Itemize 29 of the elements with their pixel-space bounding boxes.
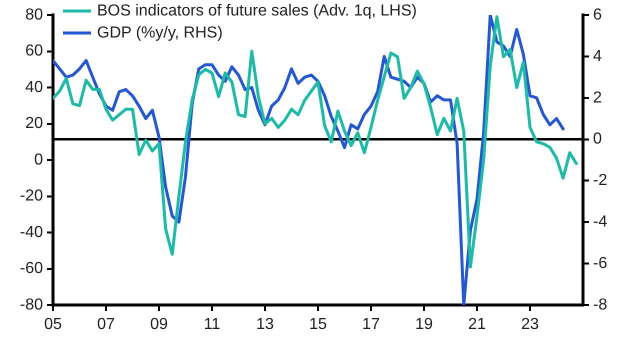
y2-tick-label: -2 [593, 172, 608, 190]
y-tick-label: -80 [20, 296, 44, 314]
y2-tick-label: -8 [593, 296, 608, 314]
legend-label: GDP (%y/y, RHS) [97, 24, 223, 42]
x-tick-label: 17 [362, 316, 380, 334]
y-tick-label: 40 [25, 78, 44, 96]
y-tick-label: 0 [34, 151, 44, 168]
x-tick-label: 07 [97, 316, 115, 334]
y-tick-label: -60 [20, 260, 44, 278]
y-tick-label: -20 [20, 188, 44, 205]
y2-tick-label: 0 [593, 130, 602, 148]
y-tick-label: 60 [25, 42, 44, 60]
x-tick-label: 05 [44, 316, 62, 334]
x-tick-label: 13 [256, 316, 274, 334]
x-tick-label: 09 [150, 316, 168, 334]
y-tick-label: 20 [25, 115, 44, 132]
x-tick-label: 11 [204, 316, 220, 334]
y2-tick-label: -4 [593, 214, 608, 231]
y2-tick-label: -6 [593, 254, 608, 272]
y2-tick-label: 6 [593, 6, 602, 24]
x-tick-label: 19 [415, 316, 433, 334]
y-tick-label: 80 [25, 6, 44, 24]
x-tick-label: 21 [468, 316, 486, 334]
y-tick-label: -40 [20, 224, 44, 241]
legend-label: BOS indicators of future sales (Adv. 1q, LHS) [97, 2, 417, 20]
y2-tick-label: 2 [593, 89, 602, 106]
x-tick-label: 23 [521, 316, 539, 334]
y2-tick-label: 4 [593, 48, 602, 65]
x-tick-label: 15 [309, 316, 327, 334]
